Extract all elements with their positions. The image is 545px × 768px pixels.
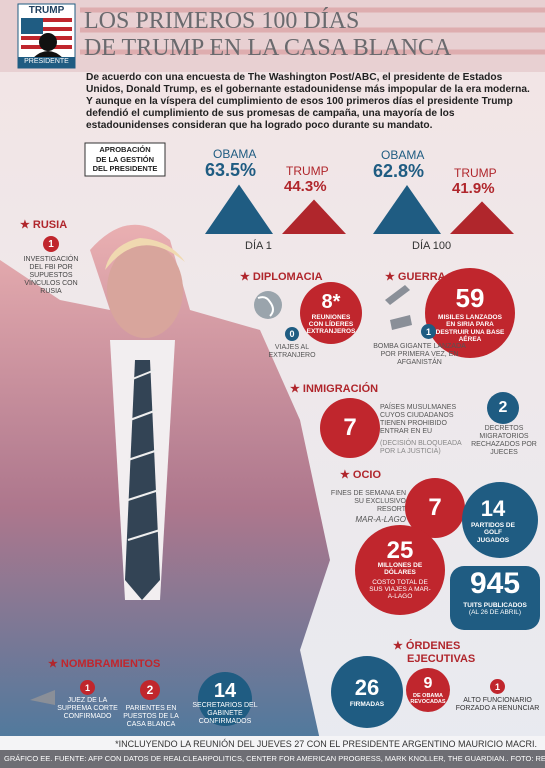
section-title: DIPLOMACIA	[240, 270, 323, 283]
number-box: 945 TUITS PUBLICADOS (AL 26 DE ABRIL)	[450, 566, 540, 630]
label-line: APROBACIÓN	[99, 145, 151, 154]
caption: SECRETARIOS DEL GABINETE CONFIRMADOS	[192, 702, 258, 726]
caption: TUITS PUBLICADOS	[463, 602, 527, 609]
place: MAR-A-LAGO	[355, 515, 406, 524]
logo-bottom: PRESIDENTE	[24, 58, 69, 65]
note: (AL 26 DE ABRIL)	[468, 609, 522, 617]
caption: DE OBAMA REVOCADAS	[410, 692, 446, 705]
number-circle: 59 MISILES LANZADOS EN SIRIA PARA DESTRUI…	[425, 268, 515, 358]
label-line: DE LA GESTIÓN	[95, 154, 155, 164]
number: 14	[480, 496, 506, 522]
number: 8*	[321, 290, 341, 313]
caption: VIAJES AL EXTRANJERO	[268, 344, 316, 360]
obama-triangle	[205, 184, 273, 234]
number-circle: 25 MILLONES DE DÓLARES COSTO TOTAL DE SUS …	[355, 525, 445, 615]
caption: INVESTIGACIÓN DEL FBI POR SUPUESTOS VÍNC…	[23, 256, 79, 296]
approval-value: 62.8%	[373, 161, 425, 182]
unit: MILLONES DE DÓLARES	[377, 561, 423, 576]
number-circle: 26 FIRMADAS	[331, 656, 403, 728]
approval-label: APROBACIÓN DE LA GESTIÓN DEL PRESIDENTE	[85, 145, 165, 174]
number-circle: 9 DE OBAMA REVOCADAS	[406, 668, 450, 712]
label-line: DEL PRESIDENTE	[92, 164, 158, 173]
section-title: INMIGRACIÓN	[290, 382, 378, 395]
day-label: DÍA 100	[412, 240, 452, 252]
caption: ALTO FUNCIONARIO FORZADO A RENUNCIAR	[455, 697, 540, 713]
credits: GRÁFICO EE. FUENTE: AFP CON DATOS DE REA…	[4, 754, 545, 763]
title: LOS PRIMEROS 100 DÍAS DE TRUMP EN LA CAS…	[84, 8, 451, 62]
number: 2	[487, 392, 519, 424]
title-line: DE TRUMP EN LA CASA BLANCA	[84, 35, 452, 61]
candidate-name: TRUMP	[454, 166, 497, 181]
caption: PARIENTES EN PUESTOS DE LA CASA BLANCA	[123, 705, 179, 729]
number: 1	[490, 679, 505, 694]
intro: De acuerdo con una encuesta de The Washi…	[86, 72, 530, 131]
section-title: OCIO	[340, 468, 381, 481]
number: 0	[285, 327, 299, 341]
logo-top: TRUMP	[28, 5, 65, 16]
approval-value: 44.3%	[284, 178, 327, 196]
section-title: NOMBRAMIENTOS	[48, 657, 160, 670]
caption: FIRMADAS	[349, 701, 385, 709]
number: 25	[386, 536, 414, 564]
number: 14	[198, 672, 252, 726]
number: 7	[320, 398, 380, 458]
trump-triangle	[282, 199, 346, 234]
caption: PARTIDOS DE GOLF JUGADOS	[471, 522, 515, 544]
candidate-name: TRUMP	[286, 164, 329, 179]
trump-triangle	[450, 201, 514, 234]
number: 1	[43, 236, 59, 252]
caption: BOMBA GIGANTE LANZADA POR PRIMERA VEZ, E…	[373, 343, 466, 367]
obama-triangle	[373, 185, 441, 234]
section-title: GUERRA	[385, 270, 446, 283]
title-line: ÓRDENES	[405, 640, 461, 652]
caption: JUEZ DE LA SUPREMA CORTE CONFIRMADO	[57, 697, 118, 721]
footnote: *INCLUYENDO LA REUNIÓN DEL JUEVES 27 CON…	[115, 739, 537, 749]
title-line: LOS PRIMEROS 100 DÍAS	[84, 8, 360, 34]
approval-value: 63.5%	[205, 160, 257, 181]
number: 59	[455, 283, 485, 314]
candidate-name: OBAMA	[381, 148, 425, 163]
number-circle: 14 PARTIDOS DE GOLF JUGADOS	[462, 482, 538, 558]
caption: FINES DE SEMANA EN SU EXCLUSIVO RESORT	[330, 490, 406, 514]
number: 9	[423, 674, 433, 692]
number: 1	[421, 324, 436, 339]
caption: PAÍSES MUSULMANES CUYOS CIUDADANOS TIENE…	[380, 404, 457, 436]
caption: MISILES LANZADOS EN SIRIA PARA DESTRUIR …	[435, 314, 505, 343]
number: 945	[469, 567, 521, 600]
caption: COSTO TOTAL DE SUS VIAJES A MAR-A-LAGO	[369, 579, 431, 601]
note: (DECISIÓN BLOQUEADA POR LA JUSTICIA)	[380, 440, 462, 456]
day-label: DÍA 1	[245, 240, 272, 252]
caption: REUNIONES CON LÍDERES EXTRANJEROS	[306, 313, 356, 336]
approval-chart	[205, 184, 514, 234]
title-line: EJECUTIVAS	[407, 653, 476, 665]
approval-value: 41.9%	[452, 180, 495, 198]
section-title: RUSIA	[20, 218, 67, 231]
number: 26	[354, 675, 380, 701]
caption: DECRETOS MIGRATORIOS RECHAZADOS POR JUEC…	[471, 425, 537, 457]
number: 2	[140, 680, 160, 700]
number: 1	[80, 680, 95, 695]
candidate-name: OBAMA	[213, 147, 257, 162]
number-circle: 8* REUNIONES CON LÍDERES EXTRANJEROS	[300, 282, 362, 344]
